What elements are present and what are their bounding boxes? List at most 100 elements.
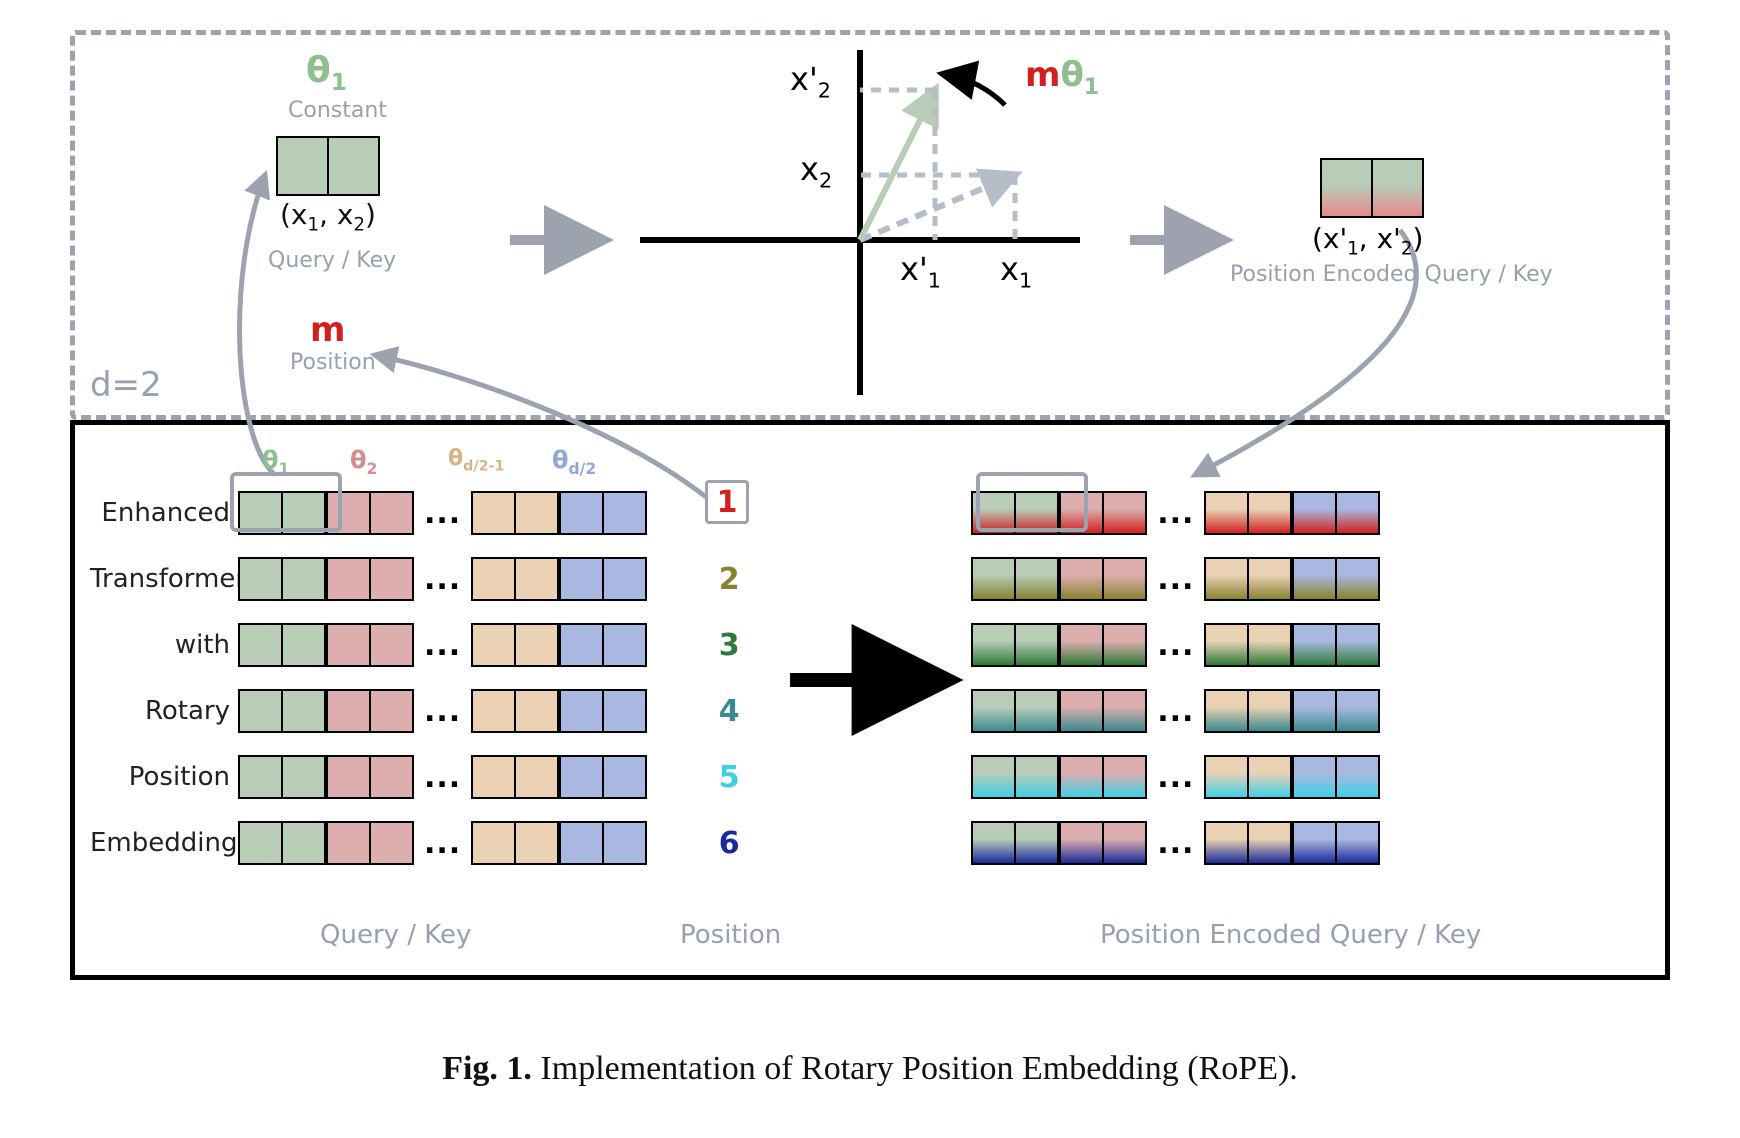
axis-x1: x1 [1000,250,1032,292]
left-b-r3-cell-0 [471,689,515,733]
right-b-r5-cell-2 [1292,821,1336,865]
left-a-r0-cell-2 [326,491,370,535]
right-a-r4-cell-0 [971,755,1015,799]
row-word-3: Rotary [90,696,230,726]
right-a-r0-cell-3 [1103,491,1147,535]
right-b-r1-cell-0 [1204,557,1248,601]
left-a-r1-cell-3 [370,557,414,601]
token-row-5: Embedding...6... [90,810,1650,876]
right-a-r5-cell-2 [1059,821,1103,865]
left-b-r4-cell-3 [603,755,647,799]
ellipsis: ... [1157,826,1194,861]
left-b-r2-cell-0 [471,623,515,667]
right-b-r4-cell-2 [1292,755,1336,799]
row-word-5: Embedding [90,828,230,858]
output-pair-label: (x'1, x'2) [1312,222,1423,260]
right-a-r3-cell-0 [971,689,1015,733]
input-cell-x1 [276,136,328,196]
left-b-r5-cell-1 [515,821,559,865]
output-cell-1 [1320,158,1372,218]
footer-qk: Query / Key [320,920,471,950]
right-a-r3-cell-2 [1059,689,1103,733]
left-b-r5-cell-0 [471,821,515,865]
figure-caption: Fig. 1. Implementation of Rotary Positio… [0,1050,1740,1088]
theta1-symbol: θ [306,50,331,91]
ellipsis: ... [1157,694,1194,729]
right-a-r0-cell-0 [971,491,1015,535]
right-a-r4-cell-1 [1015,755,1059,799]
left-b-r1-cell-0 [471,557,515,601]
right-b-r2-cell-3 [1336,623,1380,667]
token-row-3: Rotary...4... [90,678,1650,744]
ellipsis: ... [424,496,461,531]
theta-1-col-label: θ1 [262,446,289,478]
left-a-r3-cell-0 [238,689,282,733]
theta-d21-col-label: θd/2-1 [448,446,504,474]
right-a-r2-cell-1 [1015,623,1059,667]
left-a-r3-cell-2 [326,689,370,733]
theta-2-col-label: θ2 [350,446,377,478]
left-a-r4-cell-0 [238,755,282,799]
ellipsis: ... [1157,496,1194,531]
right-b-r4-cell-1 [1248,755,1292,799]
left-b-r1-cell-3 [603,557,647,601]
right-b-r5-cell-1 [1248,821,1292,865]
right-b-r1-cell-3 [1336,557,1380,601]
caption-bold: Fig. 1. [442,1050,532,1087]
ellipsis: ... [424,694,461,729]
ellipsis: ... [1157,628,1194,663]
right-a-r0-cell-1 [1015,491,1059,535]
input-cell-x2 [328,136,380,196]
right-b-r4-cell-0 [1204,755,1248,799]
left-a-r4-cell-3 [370,755,414,799]
right-b-r0-cell-3 [1336,491,1380,535]
right-b-r5-cell-0 [1204,821,1248,865]
right-a-r4-cell-3 [1103,755,1147,799]
ellipsis: ... [1157,760,1194,795]
m-theta1-theta: θ [1060,55,1083,95]
output-pair-cells [1320,158,1424,218]
row-word-4: Position [90,762,230,792]
right-a-r1-cell-2 [1059,557,1103,601]
right-b-r2-cell-1 [1248,623,1292,667]
right-b-r3-cell-0 [1204,689,1248,733]
left-b-r5-cell-2 [559,821,603,865]
left-a-r3-cell-3 [370,689,414,733]
token-row-0: Enhanced...... [90,480,1650,546]
left-b-r4-cell-2 [559,755,603,799]
bottom-rows: Enhanced......Transformer...2...with...3… [90,480,1650,876]
left-b-r4-cell-0 [471,755,515,799]
position-num-1: 2 [707,562,751,597]
footer-enc: Position Encoded Query / Key [1100,920,1481,950]
left-a-r0-cell-1 [282,491,326,535]
d-equals-2-label: d=2 [90,365,162,405]
position-num-5: 6 [707,826,751,861]
left-b-r1-cell-2 [559,557,603,601]
query-key-label-top: Query / Key [268,248,396,273]
right-b-r2-cell-0 [1204,623,1248,667]
theta-d2-col-label: θd/2 [552,446,596,478]
row-word-1: Transformer [90,564,230,594]
left-a-r2-cell-0 [238,623,282,667]
theta1-sub: 1 [331,68,347,96]
left-a-r5-cell-1 [282,821,326,865]
right-a-r5-cell-3 [1103,821,1147,865]
right-a-r3-cell-3 [1103,689,1147,733]
right-b-r0-cell-0 [1204,491,1248,535]
position-num-2: 3 [707,628,751,663]
position-num-4: 5 [707,760,751,795]
ellipsis: ... [424,628,461,663]
left-a-r2-cell-3 [370,623,414,667]
right-b-r3-cell-1 [1248,689,1292,733]
right-a-r2-cell-2 [1059,623,1103,667]
right-a-r1-cell-0 [971,557,1015,601]
left-b-r3-cell-2 [559,689,603,733]
figure-canvas: d=2 θ1 Constant (x1, x2) Query / Key m P… [0,0,1740,1138]
footer-pos: Position [680,920,781,950]
position-1-box: 1 [705,480,749,524]
left-a-r2-cell-2 [326,623,370,667]
right-b-r1-cell-2 [1292,557,1336,601]
left-a-r4-cell-2 [326,755,370,799]
left-b-r4-cell-1 [515,755,559,799]
right-a-r4-cell-2 [1059,755,1103,799]
